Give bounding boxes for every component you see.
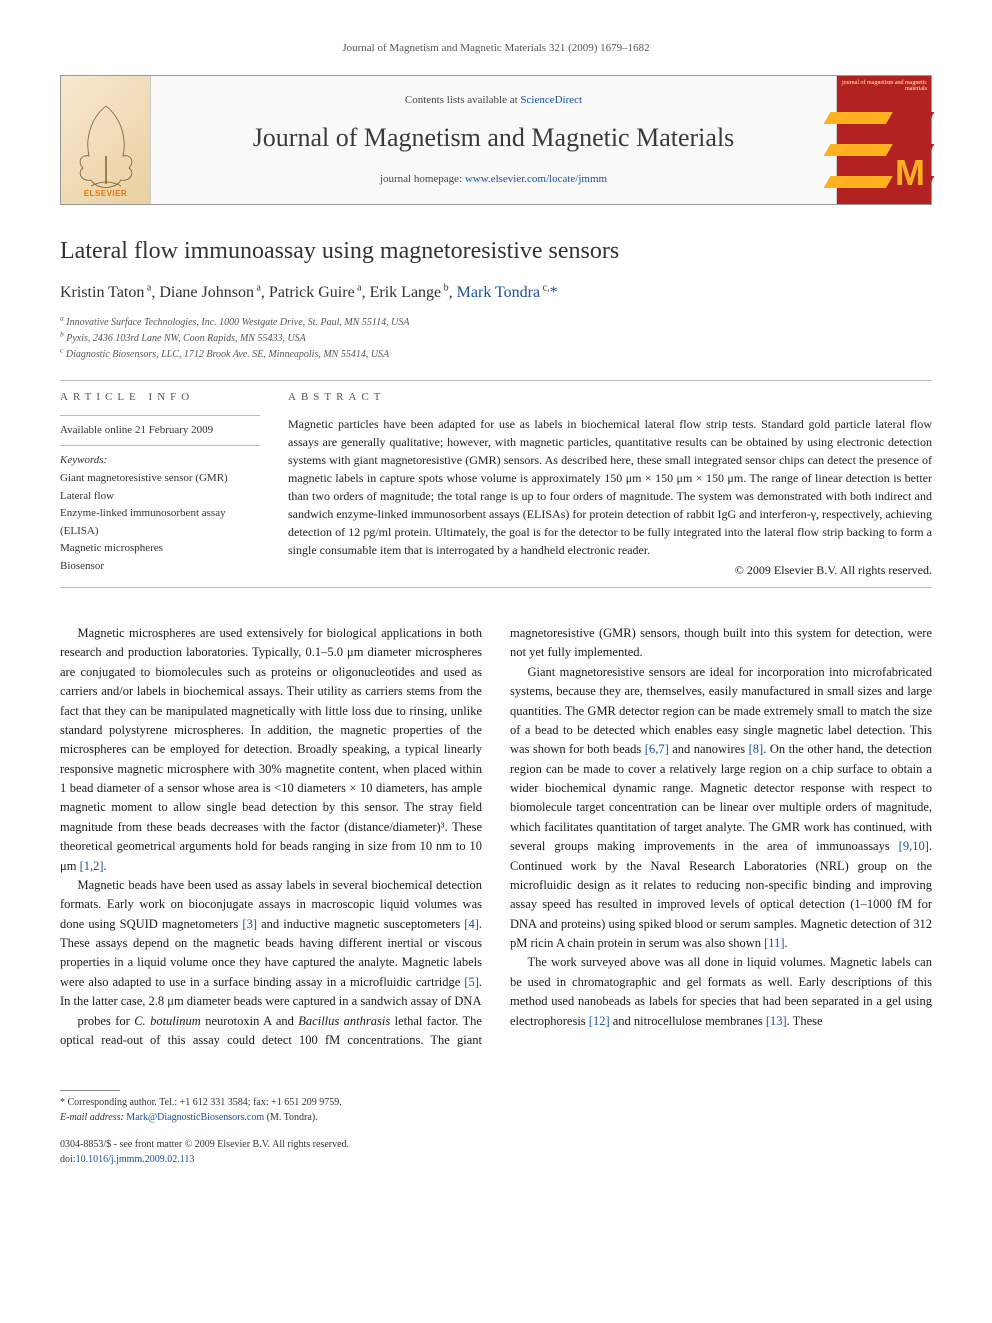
citation-link[interactable]: [11] <box>764 936 784 950</box>
publisher-logo-panel: ELSEVIER <box>61 76 151 204</box>
citation-link[interactable]: [4] <box>464 917 479 931</box>
divider <box>60 587 932 588</box>
sciencedirect-link[interactable]: ScienceDirect <box>520 94 582 106</box>
doi-label: doi: <box>60 1154 76 1165</box>
article-info-head: ARTICLE INFO <box>60 389 260 406</box>
citation-link[interactable]: [5] <box>464 975 479 989</box>
author-3: Patrick Guire <box>269 284 355 301</box>
body-text: neurotoxin A and <box>201 1014 298 1028</box>
info-abstract-row: ARTICLE INFO Available online 21 Februar… <box>60 389 932 580</box>
author-2: Diane Johnson <box>159 284 254 301</box>
corresponding-author-link[interactable]: Mark Tondra <box>457 284 540 301</box>
contents-line: Contents lists available at ScienceDirec… <box>405 92 582 109</box>
body-text: and nitrocellulose membranes <box>610 1014 766 1028</box>
issn-copyright: 0304-8853/$ - see front matter © 2009 El… <box>60 1137 932 1152</box>
citation-link[interactable]: [1,2] <box>80 859 104 873</box>
citation-link[interactable]: [13] <box>766 1014 787 1028</box>
body-paragraph: Giant magnetoresistive sensors are ideal… <box>510 663 932 954</box>
keywords-label: Keywords: <box>60 452 260 469</box>
body-text: Magnetic microspheres are used extensive… <box>60 626 482 873</box>
affil-sup: c, <box>540 282 549 293</box>
divider <box>60 380 932 381</box>
keyword: Magnetic microspheres <box>60 540 260 558</box>
journal-name: Journal of Magnetism and Magnetic Materi… <box>253 118 735 157</box>
affiliations: a Innovative Surface Technologies, Inc. … <box>60 315 932 362</box>
footnote-separator <box>60 1090 120 1091</box>
affiliation-b: b Pyxis, 2436 103rd Lane NW, Coon Rapids… <box>60 331 932 346</box>
keyword: Enzyme-linked immunosorbent assay (ELISA… <box>60 505 260 540</box>
affiliation-text: Diagnostic Biosensors, LLC, 1712 Brook A… <box>66 349 389 360</box>
authors-line: Kristin Taton a, Diane Johnson a, Patric… <box>60 281 932 305</box>
abstract-column: ABSTRACT Magnetic particles have been ad… <box>288 389 932 580</box>
masthead-center: Contents lists available at ScienceDirec… <box>151 76 836 204</box>
article-title: Lateral flow immunoassay using magnetore… <box>60 233 932 269</box>
affil-sup: a <box>144 282 151 293</box>
running-head: Journal of Magnetism and Magnetic Materi… <box>60 40 932 57</box>
citation-link[interactable]: [9,10] <box>899 839 929 853</box>
abstract-text: Magnetic particles have been adapted for… <box>288 415 932 559</box>
corr-star-link[interactable]: * <box>550 284 558 301</box>
corresponding-author-note: * Corresponding author. Tel.: +1 612 331… <box>60 1095 461 1110</box>
body-text: and inductive magnetic susceptometers <box>257 917 464 931</box>
email-paren: (M. Tondra). <box>264 1112 318 1123</box>
footnotes: * Corresponding author. Tel.: +1 612 331… <box>60 1090 461 1125</box>
affiliation-a: a Innovative Surface Technologies, Inc. … <box>60 315 932 330</box>
article-body: Magnetic microspheres are used extensive… <box>60 624 932 1050</box>
affil-sup: a <box>254 282 261 293</box>
citation-link[interactable]: [6,7] <box>645 742 669 756</box>
doi-line: doi:10.1016/j.jmmm.2009.02.113 <box>60 1152 932 1167</box>
abstract-head: ABSTRACT <box>288 389 932 406</box>
body-paragraph: The work surveyed above was all done in … <box>510 953 932 1031</box>
divider <box>60 415 260 416</box>
article-info-column: ARTICLE INFO Available online 21 Februar… <box>60 389 260 580</box>
species-name: Bacillus anthrasis <box>298 1014 390 1028</box>
species-name: C. botulinum <box>134 1014 201 1028</box>
email-label: E-mail address: <box>60 1112 126 1123</box>
keywords-list: Giant magnetoresistive sensor (GMR) Late… <box>60 470 260 576</box>
body-text: . On the other hand, the detection regio… <box>510 742 932 853</box>
affiliation-text: Innovative Surface Technologies, Inc. 10… <box>66 317 409 328</box>
body-paragraph: Magnetic microspheres are used extensive… <box>60 624 482 876</box>
cover-big-letter: M <box>895 146 925 200</box>
body-text: . Continued work by the Naval Research L… <box>510 839 932 950</box>
contents-prefix: Contents lists available at <box>405 94 520 106</box>
front-matter-line: 0304-8853/$ - see front matter © 2009 El… <box>60 1137 932 1167</box>
body-text: . <box>785 936 788 950</box>
affiliation-c: c Diagnostic Biosensors, LLC, 1712 Brook… <box>60 347 932 362</box>
citation-link[interactable]: [3] <box>242 917 257 931</box>
doi-link[interactable]: 10.1016/j.jmmm.2009.02.113 <box>76 1154 195 1165</box>
citation-link[interactable]: [8] <box>749 742 764 756</box>
email-line: E-mail address: Mark@DiagnosticBiosensor… <box>60 1110 461 1125</box>
journal-homepage-link[interactable]: www.elsevier.com/locate/jmmm <box>465 173 607 185</box>
affiliation-text: Pyxis, 2436 103rd Lane NW, Coon Rapids, … <box>66 333 306 344</box>
author-4: Erik Lange <box>370 284 442 301</box>
author-1: Kristin Taton <box>60 284 144 301</box>
email-link[interactable]: Mark@DiagnosticBiosensors.com <box>126 1112 264 1123</box>
abstract-copyright: © 2009 Elsevier B.V. All rights reserved… <box>288 561 932 579</box>
body-paragraph: Magnetic beads have been used as assay l… <box>60 876 482 1012</box>
affil-sup: b <box>441 282 449 293</box>
keyword: Lateral flow <box>60 488 260 506</box>
body-text: probes for <box>78 1014 135 1028</box>
journal-cover-thumb: journal of magnetism and magnetic materi… <box>836 76 931 204</box>
elsevier-tree-icon: ELSEVIER <box>71 98 141 198</box>
keyword: Biosensor <box>60 558 260 576</box>
available-online: Available online 21 February 2009 <box>60 422 260 439</box>
journal-masthead: ELSEVIER Contents lists available at Sci… <box>60 75 932 205</box>
homepage-line: journal homepage: www.elsevier.com/locat… <box>380 171 607 188</box>
citation-link[interactable]: [12] <box>589 1014 610 1028</box>
keyword: Giant magnetoresistive sensor (GMR) <box>60 470 260 488</box>
publisher-label: ELSEVIER <box>71 188 141 200</box>
homepage-prefix: journal homepage: <box>380 173 465 185</box>
body-text: . <box>104 859 107 873</box>
body-text: . These <box>787 1014 823 1028</box>
cover-title: journal of magnetism and magnetic materi… <box>837 76 931 97</box>
divider <box>60 445 260 446</box>
body-text: and nanowires <box>669 742 749 756</box>
affil-sup: a <box>355 282 362 293</box>
